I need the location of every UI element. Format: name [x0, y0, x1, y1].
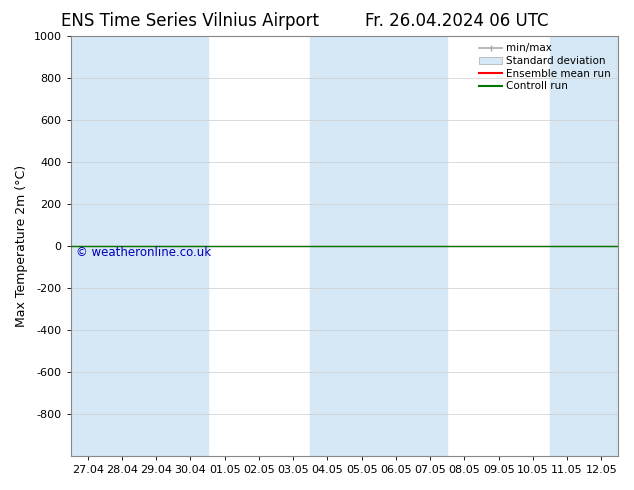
Text: ENS Time Series Vilnius Airport: ENS Time Series Vilnius Airport — [61, 12, 319, 30]
Bar — [310, 36, 378, 456]
Bar — [550, 36, 619, 456]
Text: Fr. 26.04.2024 06 UTC: Fr. 26.04.2024 06 UTC — [365, 12, 548, 30]
Bar — [139, 36, 207, 456]
Bar — [378, 36, 447, 456]
Bar — [70, 36, 139, 456]
Legend: min/max, Standard deviation, Ensemble mean run, Controll run: min/max, Standard deviation, Ensemble me… — [477, 41, 613, 93]
Y-axis label: Max Temperature 2m (°C): Max Temperature 2m (°C) — [15, 165, 28, 327]
Text: © weatheronline.co.uk: © weatheronline.co.uk — [76, 246, 211, 259]
